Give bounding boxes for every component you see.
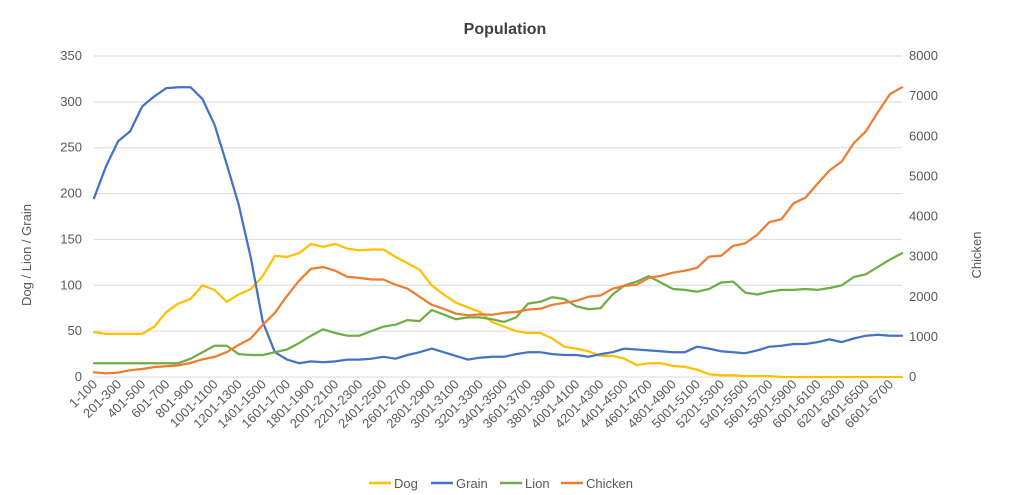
legend-label-chicken: Chicken bbox=[586, 476, 633, 491]
y-right-tick-label: 3000 bbox=[909, 249, 938, 264]
y-left-tick-label: 100 bbox=[60, 277, 82, 292]
series-line-grain bbox=[92, 86, 904, 365]
y-axis-left-title: Dog / Lion / Grain bbox=[19, 204, 34, 306]
series-line-dog bbox=[92, 242, 904, 379]
y-right-tick-label: 2000 bbox=[909, 289, 938, 304]
x-axis-ticks: 1-100201-300401-500601-700801-9001001-11… bbox=[66, 377, 896, 432]
series-lines bbox=[92, 86, 904, 379]
y-axis-right-title: Chicken bbox=[969, 232, 984, 279]
y-left-tick-label: 200 bbox=[60, 186, 82, 201]
series-line-lion bbox=[92, 252, 904, 365]
y-left-tick-label: 0 bbox=[75, 369, 82, 384]
y-right-tick-label: 7000 bbox=[909, 88, 938, 103]
y-left-tick-label: 350 bbox=[60, 48, 82, 63]
y-left-tick-label: 50 bbox=[68, 323, 82, 338]
legend-label-grain: Grain bbox=[456, 476, 488, 491]
y-axis-left-ticks: 0 50 100 150 200 250 300 350 bbox=[60, 48, 82, 384]
y-left-tick-label: 300 bbox=[60, 94, 82, 109]
series-line-chicken bbox=[92, 86, 904, 375]
y-right-tick-label: 4000 bbox=[909, 209, 938, 224]
y-right-tick-label: 8000 bbox=[909, 48, 938, 63]
chart-legend: Dog Grain Lion Chicken bbox=[369, 476, 633, 491]
y-right-tick-label: 0 bbox=[909, 369, 916, 384]
y-right-tick-label: 1000 bbox=[909, 329, 938, 344]
legend-label-dog: Dog bbox=[394, 476, 418, 491]
legend-label-lion: Lion bbox=[525, 476, 550, 491]
chart-title: Population bbox=[464, 21, 547, 38]
y-axis-right-ticks: 0 1000 2000 3000 4000 5000 6000 7000 8000 bbox=[909, 48, 938, 384]
y-left-tick-label: 150 bbox=[60, 231, 82, 246]
gridlines bbox=[94, 55, 902, 378]
y-left-tick-label: 250 bbox=[60, 140, 82, 155]
y-right-tick-label: 6000 bbox=[909, 128, 938, 143]
y-right-tick-label: 5000 bbox=[909, 168, 938, 183]
